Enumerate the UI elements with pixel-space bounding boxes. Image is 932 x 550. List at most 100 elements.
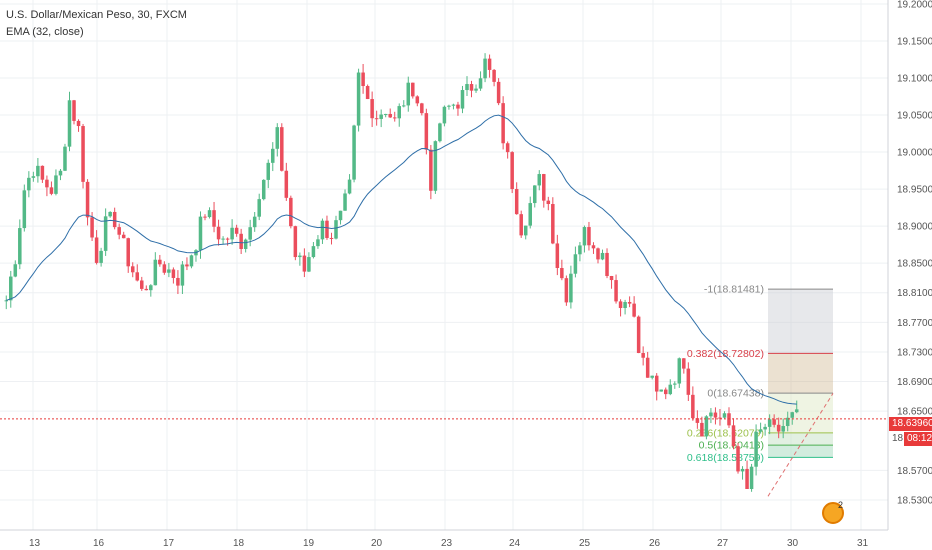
candle [546,196,551,211]
candle [510,151,514,194]
candle [13,260,18,278]
candle-body [442,106,447,124]
candle [121,231,126,239]
candle [289,195,293,229]
candle [636,315,641,354]
candle-body [573,254,578,274]
candle-body [505,143,510,153]
candle [501,96,505,150]
candle [284,162,289,201]
candle-body [248,227,252,240]
candle [627,296,632,308]
candle-body [58,170,63,176]
candle [365,84,370,100]
candle-body [356,72,361,126]
candle [72,99,76,125]
time-tick-label: 26 [649,538,661,549]
fibonacci-retracement[interactable]: -1(18.81481) 0.382(18.72802) 0(18.67438) 0.… [687,284,834,497]
candle-body [347,179,352,194]
price-tick-label: 19.15000 [897,37,932,48]
candle [519,210,523,238]
candle [22,184,27,232]
us-flag-icon[interactable] [822,502,844,524]
candle [641,346,645,366]
candle [600,249,605,261]
candle [555,234,560,276]
candle [112,207,117,230]
candle-body [234,227,239,234]
candle [243,238,248,253]
candle [487,54,492,78]
candle-body [790,412,794,418]
candle-body [627,302,632,304]
candle [713,407,718,425]
time-axis[interactable]: 13 16 17 18 19 20 23 24 25 26 27 30 31 [29,538,869,549]
candle [316,235,320,249]
candle-body [492,69,496,82]
candle [203,214,207,221]
price-tick-label: 19.00000 [897,148,932,159]
candle [374,110,379,126]
candle [772,414,776,428]
candle-body [81,126,85,182]
candle [731,418,736,450]
candle [397,103,401,127]
candle [293,225,298,261]
candle [749,463,754,492]
candle-body [216,226,221,240]
indicator-legend[interactable]: EMA (32, close) [6,26,84,38]
candle [135,264,140,282]
candle [420,102,424,116]
candle-body [776,424,781,432]
candle [654,373,659,401]
candle [329,232,334,245]
candle-body [402,105,406,107]
candle [36,158,40,183]
price-axis[interactable]: 19.20000 19.15000 19.10000 19.05000 19.00000… [897,0,932,507]
time-tick-label: 17 [163,538,175,549]
candle [673,381,677,389]
candle-body [130,266,135,273]
candle [663,387,668,400]
candle-body [40,165,45,180]
candle [194,249,198,262]
candle [691,386,695,421]
time-tick-label: 13 [29,538,41,549]
candle-body [140,280,144,289]
candle-body [45,179,49,188]
candle [767,414,772,435]
candle-body [781,426,785,432]
candle-body [284,170,289,198]
candle [587,221,591,251]
candle-body [343,193,347,211]
candle-body [54,175,58,194]
candle [528,196,532,229]
candle [189,254,194,269]
candle-body [523,225,528,236]
candle-body [103,216,108,251]
candle [483,53,487,83]
candle [442,105,447,127]
candle-body [176,277,180,286]
candle [54,169,58,196]
candle-body [361,72,365,87]
candle-body [429,149,433,191]
candle [433,140,438,194]
candle [623,299,627,315]
candle [794,400,799,414]
candle [429,144,433,200]
candle [4,295,9,310]
candle-body [338,210,343,221]
candle [180,261,185,295]
candle-body [532,185,537,204]
candle-body [709,412,713,417]
candle-body [289,197,293,227]
candle-body [329,237,334,239]
symbol-legend[interactable]: U.S. Dollar/Mexican Peso, 30, FXCM [6,9,187,21]
candle-body [483,58,487,79]
time-tick-label: 30 [787,538,799,549]
candle-body [27,177,31,191]
candle-body [668,384,673,395]
candle-body [438,123,442,142]
